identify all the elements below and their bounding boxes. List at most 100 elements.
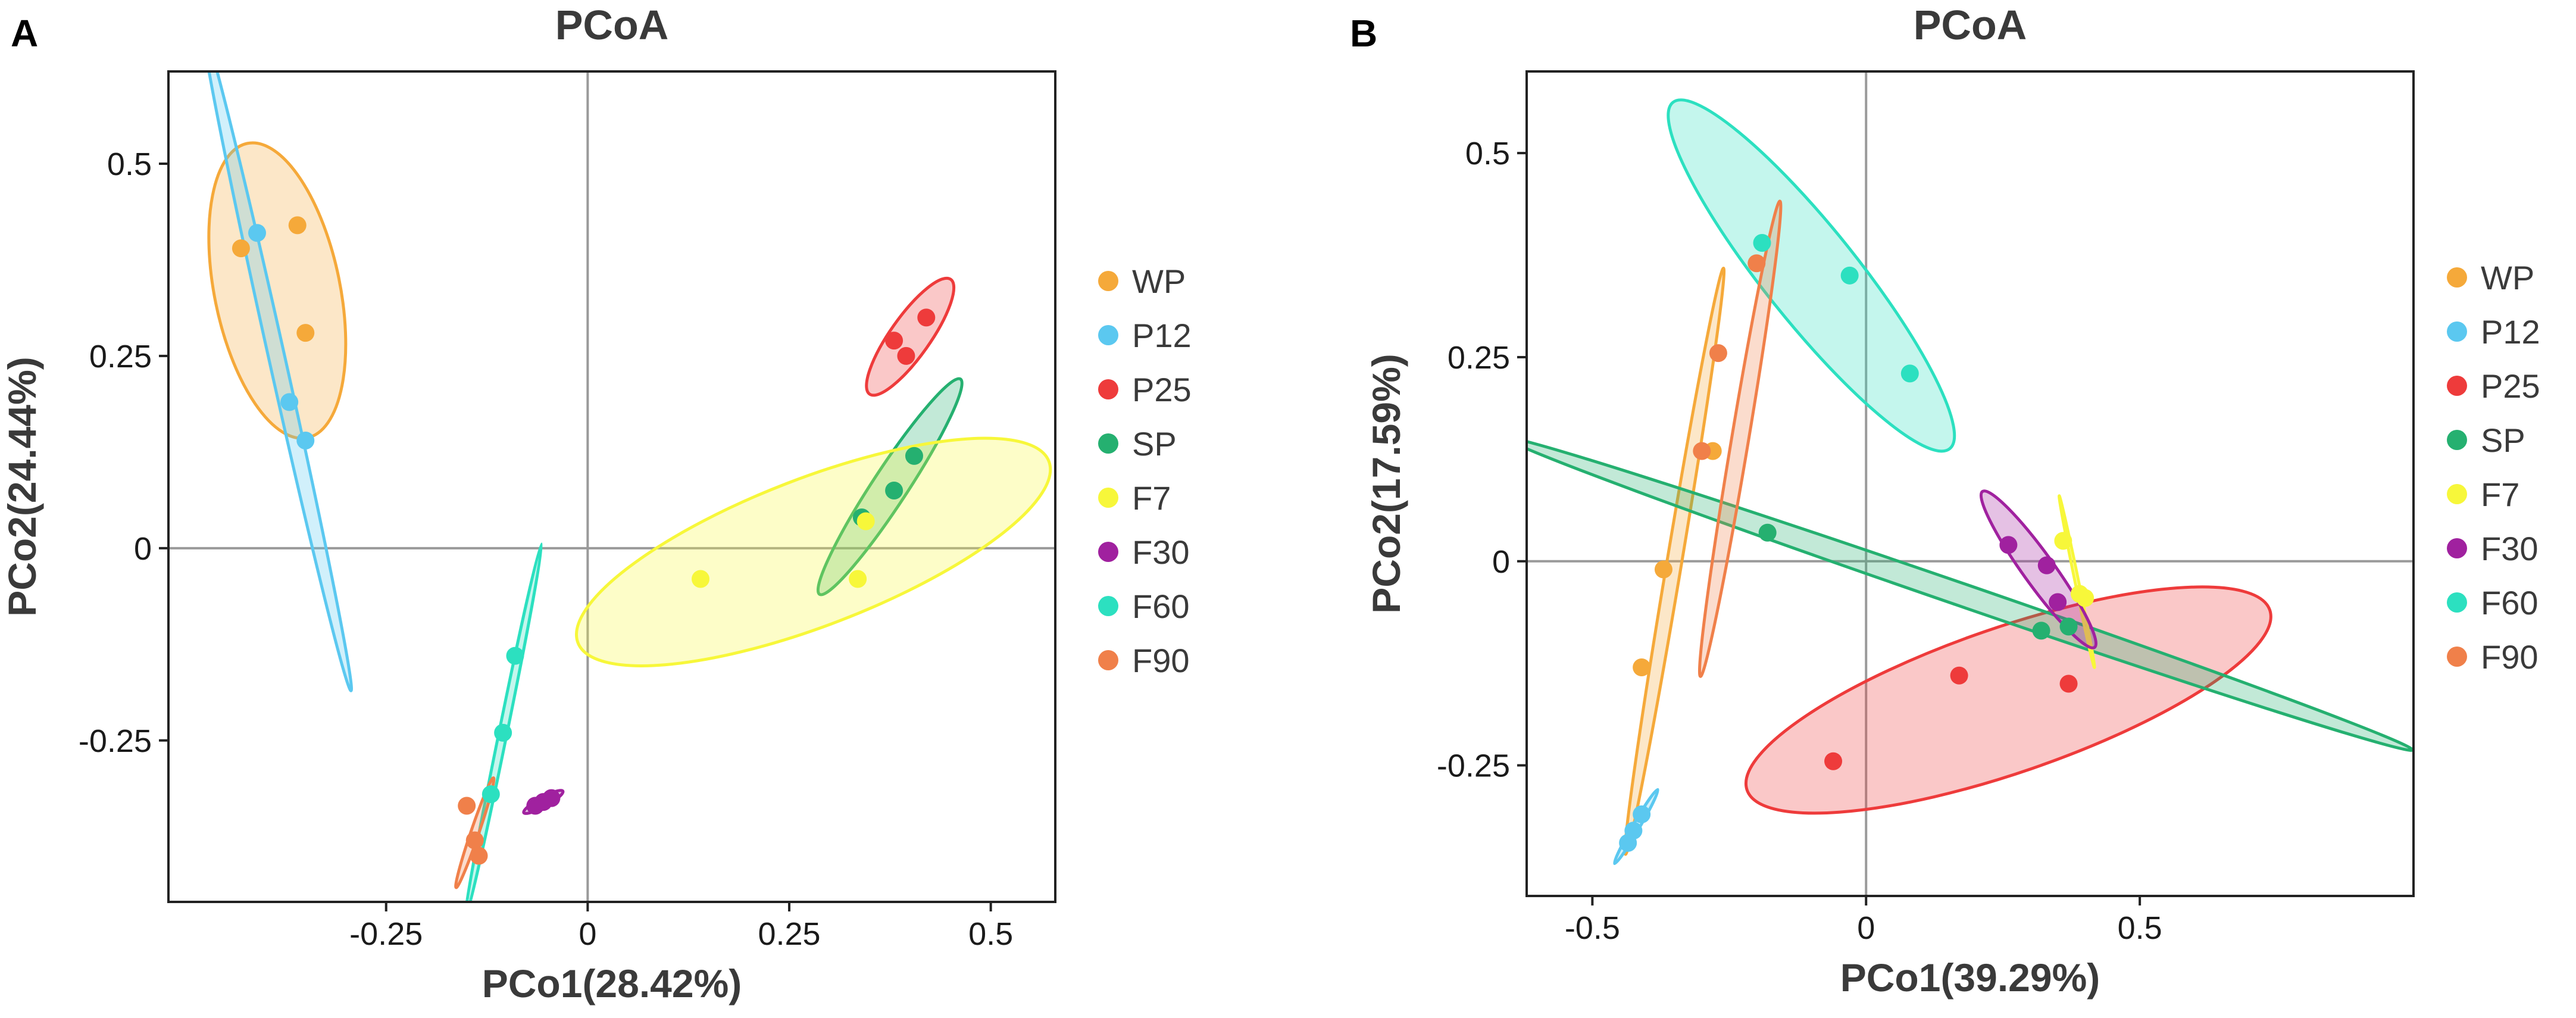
point-wp-2-b [1654,560,1672,579]
point-p25-1-a [885,332,904,350]
panel-a: A PCoA -0.25 0 0.25 0.5 -0.25 0 0.25 0.5 PCo1(28.4… [0,2,1192,1005]
legend-label-f90-a: F90 [1132,642,1190,679]
x-axis-title-b: PCo1(39.29%) [1840,955,2100,1000]
point-f90-2-b [1709,344,1727,363]
point-f30-3-b [2049,593,2067,611]
y-axis-title-a: PCo2(24.44%) [0,357,44,617]
x-tick-label-0-25-a: 0.25 [758,916,820,952]
x-tick-label--0-25-a: -0.25 [349,916,423,952]
legend-label-p12-b: P12 [2481,313,2540,351]
point-p12-2-b [1624,822,1643,840]
y-tick-label-0-25-a: 0.25 [89,339,152,374]
legend-label-p25-b: P25 [2481,367,2540,405]
plot-frame-b [1525,70,2415,897]
point-f60-3-b [1900,364,1919,383]
point-f60-2-b [1840,266,1859,285]
legend-label-f7-b: F7 [2481,476,2519,513]
legend-label-p25-a: P25 [1132,371,1192,408]
legend-swatch-f30-a [1098,542,1118,562]
y-tick-label-0-5-a: 0.5 [107,146,152,182]
legend-swatch-p12-a [1098,325,1118,345]
point-f60-1-a [506,647,524,665]
panel-letter-b: B [1350,12,1377,55]
ellipse-wp-b [1623,266,1726,856]
legend-b: WP P12 P25 SP F7 F30 F60 F90 [2447,259,2540,676]
legend-swatch-f7-b [2447,484,2467,504]
point-sp-3-a [905,446,923,465]
plot-frame-a [167,70,1056,903]
point-p25-2-b [1950,666,1968,685]
x-tick-label-0-5-b: 0.5 [2118,910,2162,946]
legend-label-f30-b: F30 [2481,530,2539,567]
legend-label-f7-a: F7 [1132,479,1171,517]
y-tick-label-0-a: 0 [134,531,152,567]
legend-swatch-f7-a [1098,488,1118,508]
plot-title-a: PCoA [555,2,669,48]
panel-b: B PCoA -0.5 0 0.5 -0.25 0 0.25 0.5 PCo1(39.29%) PC… [1350,2,2540,1000]
point-f90-3-a [470,847,488,865]
point-wp-1-a [232,239,250,258]
point-f30-1-b [1999,536,2018,554]
legend-swatch-f90-a [1098,650,1118,670]
point-f90-2-a [465,831,484,850]
point-p25-2-a [897,346,915,365]
x-tick-label-0-b: 0 [1857,910,1875,946]
point-f30-2-b [2037,556,2056,574]
point-p25-3-a [917,308,936,327]
point-wp-3-b [1633,658,1651,677]
x-tick-label-0-a: 0 [579,916,596,952]
x-axis-title-a: PCo1(28.42%) [482,961,742,1005]
legend-swatch-sp-a [1098,433,1118,454]
ellipse-p25-a [865,276,956,397]
point-f7-2-a [849,570,867,588]
legend-label-sp-b: SP [2481,421,2525,459]
y-tick-label--0-25-a: -0.25 [79,723,152,759]
legend-label-wp-b: WP [2481,259,2534,296]
point-f60-1-b [1753,233,1771,252]
point-f7-1-a [692,570,709,588]
legend-label-wp-a: WP [1132,263,1186,300]
y-tick-label--0-25-b: -0.25 [1437,748,1510,784]
legend-swatch-f60-a [1098,596,1118,616]
point-f7-1-b [2054,532,2072,550]
legend-label-sp-a: SP [1132,425,1177,463]
legend-a: WP P12 P25 SP F7 F30 F60 F90 [1098,263,1192,679]
point-wp-3-a [296,324,315,342]
point-sp-2-b [2032,622,2050,640]
point-f90-1-b [1747,254,1766,273]
point-f90-1-a [458,797,476,815]
y-tick-label-0-b: 0 [1492,544,1510,580]
y-tick-label-0-5-b: 0.5 [1465,136,1510,171]
legend-swatch-p25-a [1098,379,1118,399]
ellipse-f60-b [1667,98,1956,453]
legend-swatch-p12-b [2447,321,2467,342]
plot-background-b [1527,71,2414,896]
x-tick-label--0-5-b: -0.5 [1565,910,1620,946]
legend-swatch-sp-b [2447,430,2467,450]
point-wp-2-a [288,216,307,235]
point-p25-1-b [1824,752,1843,770]
legend-swatch-f60-b [2447,592,2467,613]
y-tick-label-0-25-b: 0.25 [1448,340,1510,376]
legend-swatch-p25-b [2447,376,2467,396]
point-sp-1-b [1758,523,1777,542]
y-axis-title-b: PCo2(17.59%) [1364,354,1408,614]
plot-title-b: PCoA [1914,2,2027,48]
point-sp-3-b [2059,617,2078,636]
legend-label-p12-a: P12 [1132,317,1192,354]
point-f7-3-a [856,512,875,530]
point-sp-2-a [885,481,904,499]
point-f60-2-a [494,723,512,742]
point-p12-1-a [248,224,266,242]
legend-label-f30-a: F30 [1132,533,1190,571]
ellipse-f7-a [575,436,1052,667]
point-p12-3-a [296,432,315,449]
x-tick-label-0-5-a: 0.5 [968,916,1013,952]
ellipse-f90-b [1697,199,1783,678]
point-p12-2-a [280,393,299,411]
legend-swatch-wp-b [2447,267,2467,288]
point-p25-3-b [2059,674,2078,693]
ellipse-p12-a [201,71,353,692]
legend-swatch-wp-a [1098,271,1118,291]
point-p12-3-b [1633,805,1651,823]
